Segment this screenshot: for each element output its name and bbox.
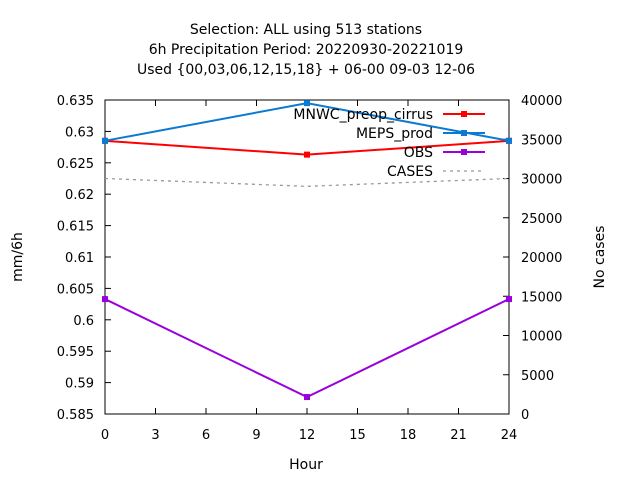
y2-tick-label: 25000	[521, 212, 562, 227]
data-point	[304, 100, 310, 107]
x-tick-label: 24	[501, 428, 518, 443]
data-point	[506, 296, 512, 303]
y2-tick-label: 35000	[521, 133, 562, 148]
series-line	[104, 177, 510, 188]
series-line	[104, 298, 510, 399]
y-tick-label: 0.625	[57, 157, 94, 172]
y2-tick-label: 0	[521, 408, 529, 423]
y-tick-label: 0.59	[65, 377, 94, 392]
data-point	[102, 137, 108, 144]
y2-tick-label: 10000	[521, 330, 562, 345]
y-tick-label: 0.61	[65, 251, 94, 266]
y2-tick-label: 5000	[521, 369, 554, 384]
x-tick-label: 21	[450, 428, 467, 443]
x-tick-label: 3	[151, 428, 159, 443]
title-line: Used {00,03,06,12,15,18} + 06-00 09-03 1…	[137, 62, 475, 78]
y-tick-label: 0.62	[65, 188, 94, 203]
x-axis-title: Hour	[289, 457, 323, 473]
x-tick-label: 6	[202, 428, 210, 443]
legend-label: MEPS_prod	[356, 126, 433, 142]
y-tick-label: 0.605	[57, 282, 94, 297]
y2-tick-label: 30000	[521, 173, 562, 188]
y-tick-label: 0.585	[57, 408, 94, 423]
data-point	[102, 296, 108, 303]
legend-marker	[461, 149, 467, 155]
y-tick-label: 0.615	[57, 220, 94, 235]
y2-tick-label: 40000	[521, 94, 562, 109]
y-tick-label: 0.635	[57, 94, 94, 109]
chart-series	[102, 100, 512, 401]
y-axis-title: mm/6h	[10, 232, 26, 282]
legend-label: OBS	[404, 145, 433, 161]
x-tick-label: 0	[101, 428, 109, 443]
x-tick-label: 9	[252, 428, 260, 443]
x-tick-label: 15	[349, 428, 366, 443]
data-point	[304, 394, 310, 401]
y2-tick-label: 15000	[521, 290, 562, 305]
x-tick-label: 12	[299, 428, 316, 443]
title-line: Selection: ALL using 513 stations	[190, 22, 422, 38]
legend-marker	[461, 111, 467, 117]
chart-title: Selection: ALL using 513 stations 6h Prec…	[137, 22, 475, 78]
y-tick-label: 0.595	[57, 345, 94, 360]
plot-frame	[104, 99, 510, 415]
legend-marker	[461, 130, 467, 136]
y-tick-label: 0.6	[73, 314, 94, 329]
data-point	[506, 137, 512, 144]
y2-tick-label: 20000	[521, 251, 562, 266]
legend-label: CASES	[387, 164, 433, 180]
data-point	[304, 151, 310, 158]
axis-ticks: 0 3 6 9 12 15 18 21 24 0.585 0.59 0.595 0.6 0.605 0.61…	[57, 94, 563, 443]
y-tick-label: 0.63	[65, 125, 94, 140]
y2-axis-title: No cases	[592, 226, 608, 289]
legend: MNWC_preop_cirrus MEPS_prod OBS CASES	[293, 107, 485, 180]
legend-label: MNWC_preop_cirrus	[293, 107, 433, 123]
x-tick-label: 18	[400, 428, 417, 443]
title-line: 6h Precipitation Period: 20220930-202210…	[149, 42, 464, 58]
